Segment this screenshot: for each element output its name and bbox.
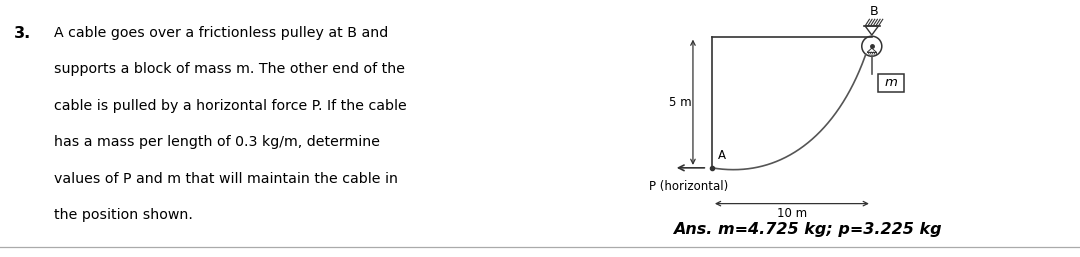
Text: 5 m: 5 m [669,96,691,109]
Text: B: B [869,5,878,18]
Text: P (horizontal): P (horizontal) [649,180,728,193]
Text: values of P and m that will maintain the cable in: values of P and m that will maintain the… [54,172,399,186]
FancyBboxPatch shape [878,74,904,91]
Text: cable is pulled by a horizontal force P. If the cable: cable is pulled by a horizontal force P.… [54,99,407,113]
Text: has a mass per length of 0.3 kg/m, determine: has a mass per length of 0.3 kg/m, deter… [54,135,380,149]
Text: A cable goes over a frictionless pulley at B and: A cable goes over a frictionless pulley … [54,26,388,40]
Text: the position shown.: the position shown. [54,208,193,222]
Text: A: A [718,149,726,162]
Text: Ans. m=4.725 kg; p=3.225 kg: Ans. m=4.725 kg; p=3.225 kg [673,222,942,237]
Text: 3.: 3. [14,26,31,41]
Text: 10 m: 10 m [777,207,807,220]
Text: m: m [885,76,897,89]
Text: supports a block of mass m. The other end of the: supports a block of mass m. The other en… [54,62,405,76]
